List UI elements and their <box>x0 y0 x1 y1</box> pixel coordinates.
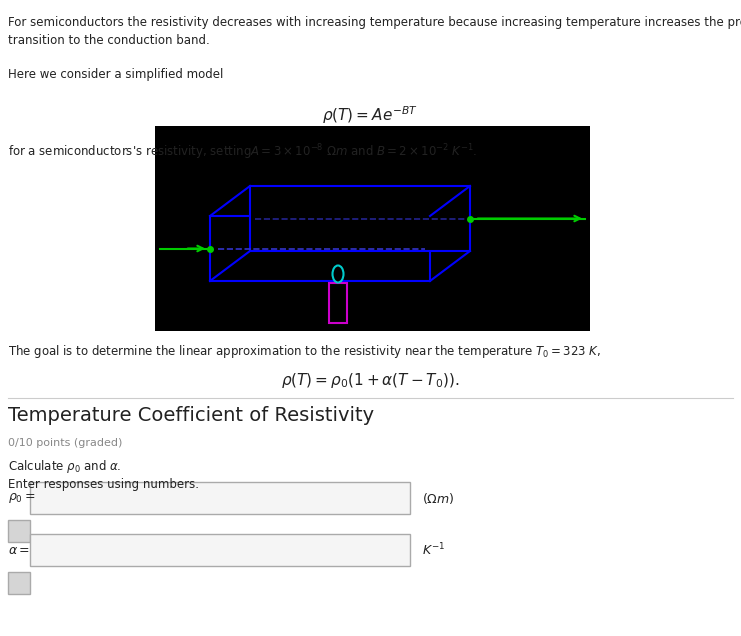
Text: Here we consider a simplified model: Here we consider a simplified model <box>8 68 223 81</box>
Bar <box>8 572 30 594</box>
Text: for a semiconductors's resistivity, setting$A = 3 \times 10^{-8}$ $\Omega m$ and: for a semiconductors's resistivity, sett… <box>8 142 477 162</box>
Text: $\alpha =$: $\alpha =$ <box>8 544 30 556</box>
Text: 0/10 points (graded): 0/10 points (graded) <box>8 438 122 448</box>
Ellipse shape <box>333 265 344 282</box>
Text: transition to the conduction band.: transition to the conduction band. <box>8 34 210 47</box>
Text: The goal is to determine the linear approximation to the resistivity near the te: The goal is to determine the linear appr… <box>8 343 601 360</box>
Text: $\rho_0 =$: $\rho_0 =$ <box>8 491 36 505</box>
Bar <box>8 520 30 542</box>
Text: Temperature Coefficient of Resistivity: Temperature Coefficient of Resistivity <box>8 406 374 425</box>
Text: $\rho(T) = Ae^{-BT}$: $\rho(T) = Ae^{-BT}$ <box>322 104 418 126</box>
Text: $K^{-1}$: $K^{-1}$ <box>422 542 445 558</box>
Text: Calculate $\rho_0$ and $\alpha$.: Calculate $\rho_0$ and $\alpha$. <box>8 458 122 475</box>
Text: For semiconductors the resistivity decreases with increasing temperature because: For semiconductors the resistivity decre… <box>8 16 741 29</box>
Bar <box>30 534 410 566</box>
Text: Enter responses using numbers.: Enter responses using numbers. <box>8 478 199 491</box>
Text: $\rho(T) = \rho_0(1 + \alpha(T - T_0)).$: $\rho(T) = \rho_0(1 + \alpha(T - T_0)).$ <box>281 371 459 390</box>
Bar <box>155 126 590 331</box>
Bar <box>250 186 470 251</box>
Text: $(\Omega m)$: $(\Omega m)$ <box>422 490 454 506</box>
Bar <box>210 216 430 281</box>
Bar <box>329 283 347 323</box>
Bar <box>30 482 410 514</box>
